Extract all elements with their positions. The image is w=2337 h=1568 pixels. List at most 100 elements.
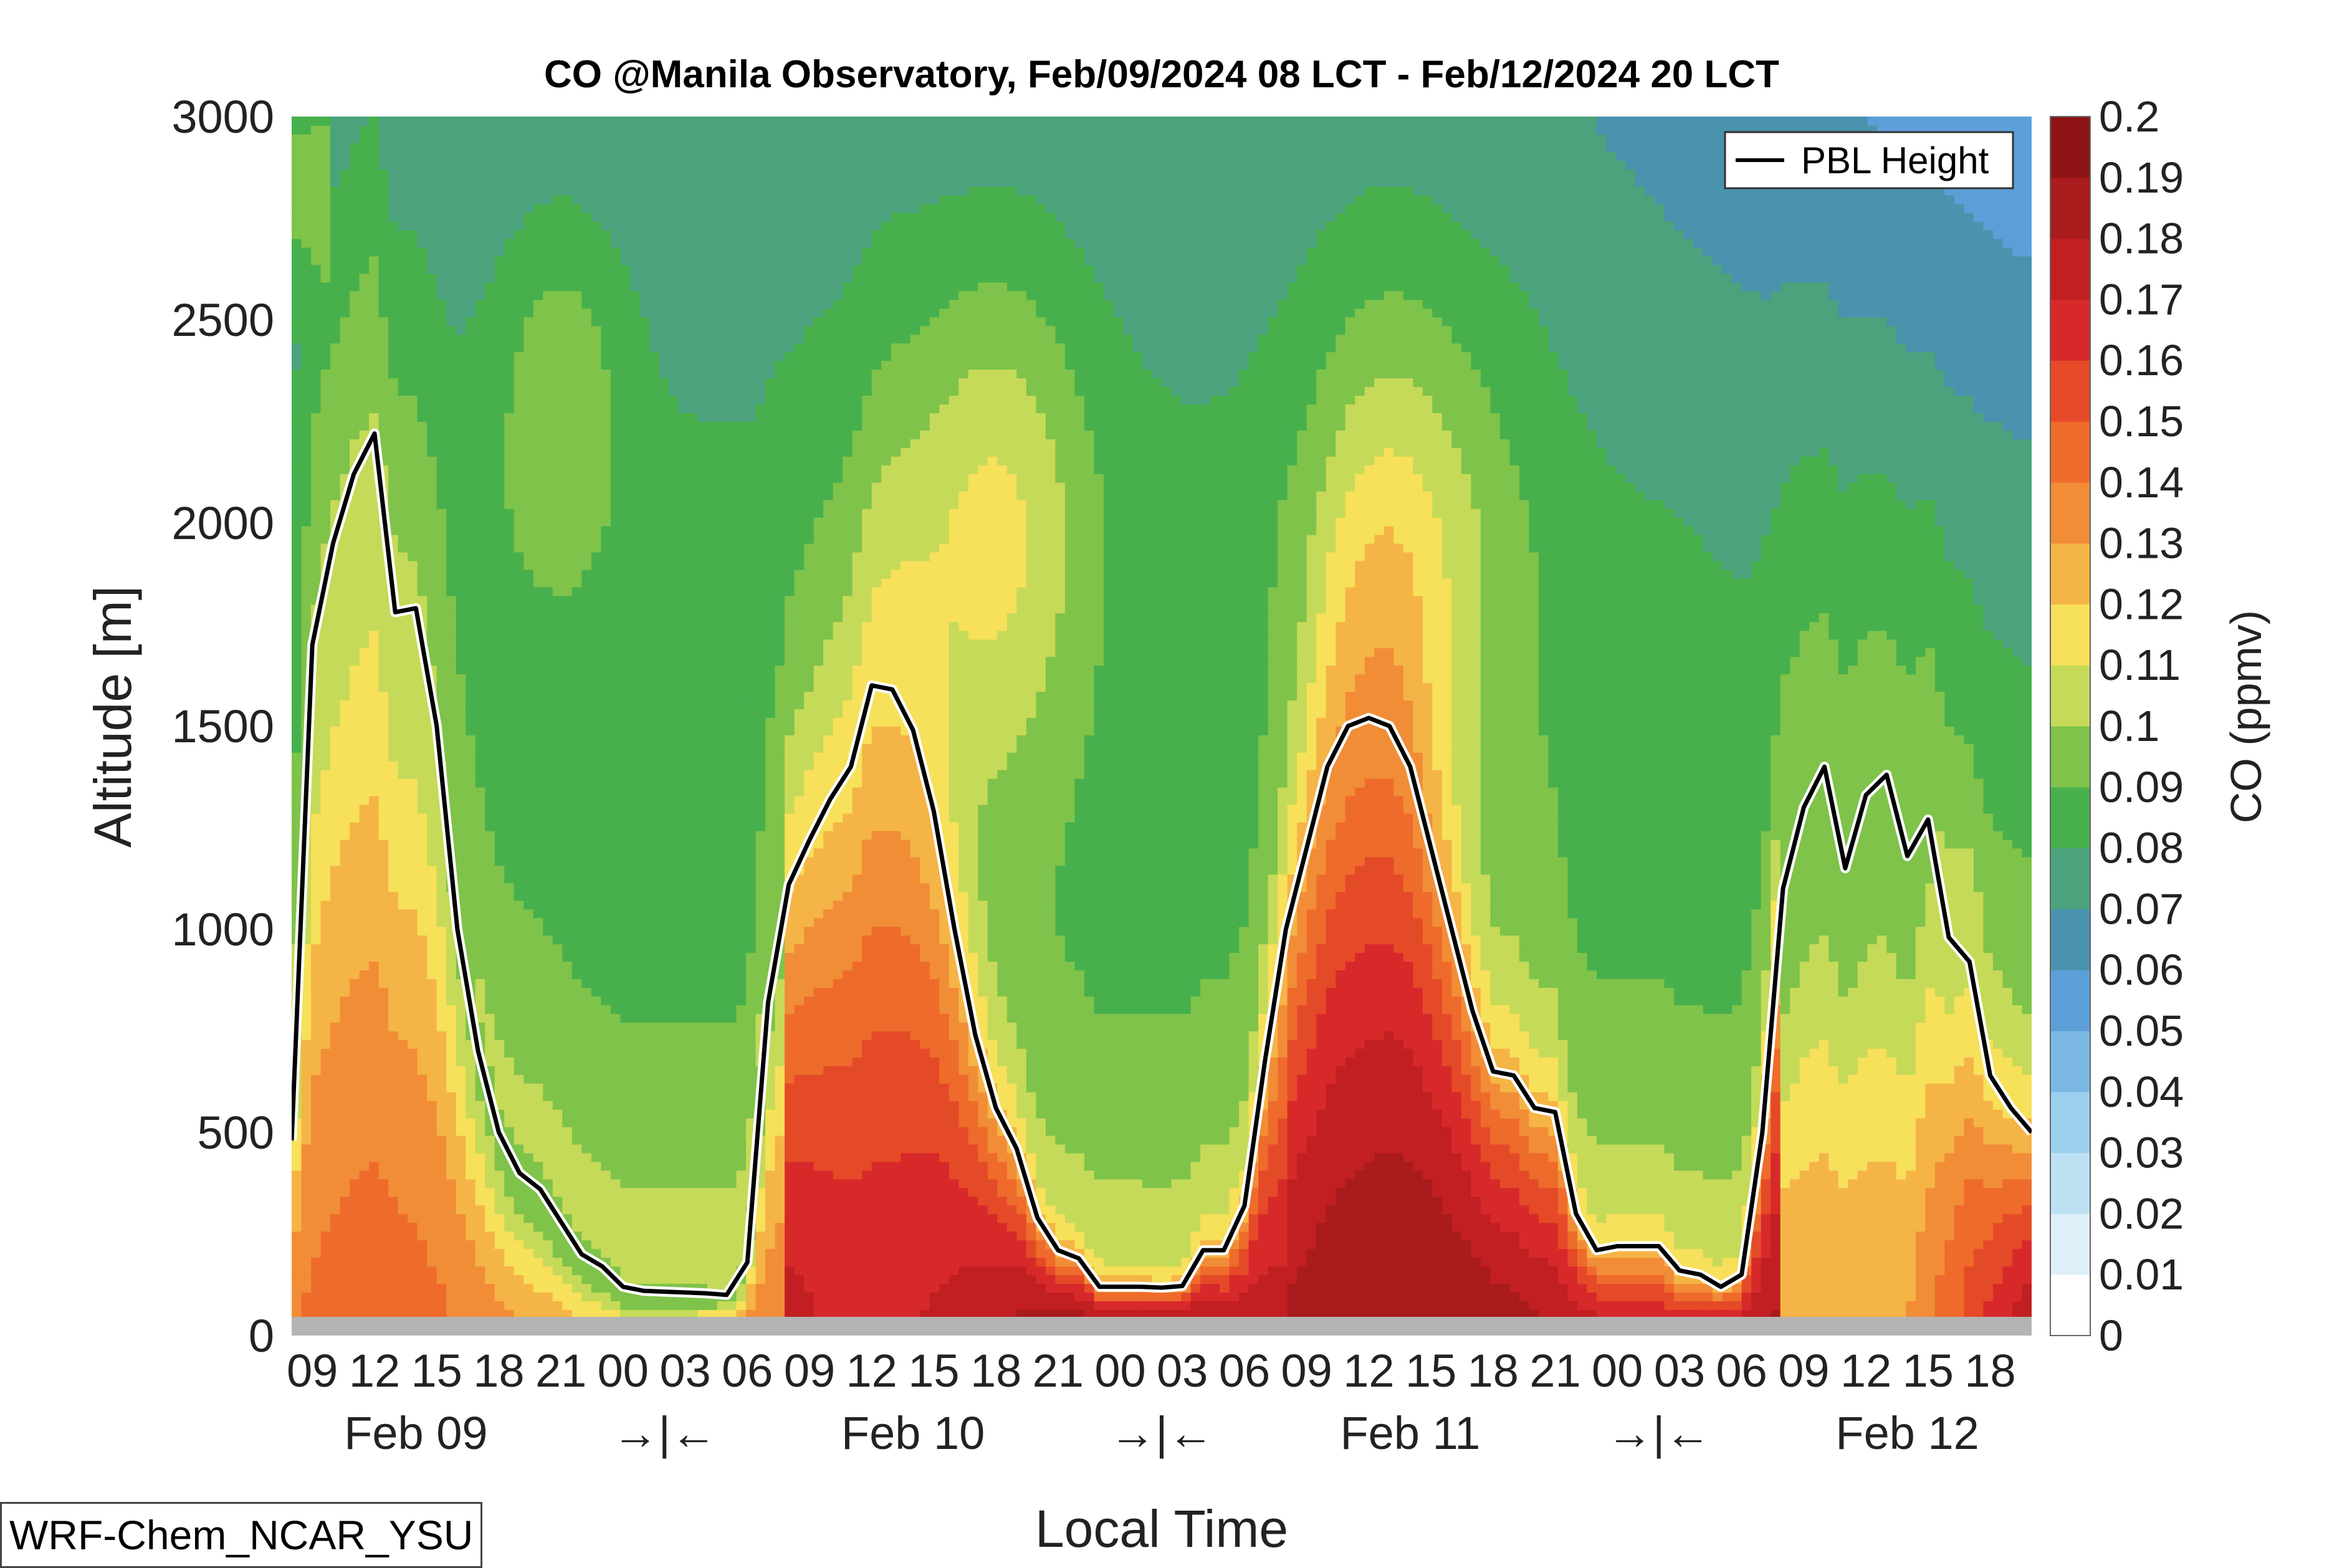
contour-cell [340, 1065, 350, 1075]
contour-cell [475, 194, 486, 204]
contour-cell [436, 473, 447, 483]
contour-cell [398, 351, 409, 361]
contour-cell [571, 282, 583, 292]
contour-cell [359, 482, 370, 492]
contour-cell [601, 1117, 611, 1127]
contour-cell [340, 142, 350, 152]
contour-cell [350, 569, 360, 579]
contour-cell [359, 386, 370, 396]
contour-cell [427, 334, 437, 344]
contour-cell [417, 194, 428, 204]
contour-cell [504, 160, 515, 170]
contour-cell [514, 935, 525, 945]
contour-cell [330, 1248, 341, 1258]
contour-cell [330, 709, 341, 718]
contour-cell [629, 1065, 641, 1075]
contour-cell [533, 804, 544, 814]
contour-cell [369, 413, 380, 422]
contour-cell [543, 769, 553, 779]
contour-cell [620, 734, 631, 744]
contour-cell [408, 970, 418, 980]
contour-cell [292, 508, 302, 518]
contour-cell [620, 717, 631, 727]
contour-cell [571, 413, 583, 422]
contour-cell [388, 952, 399, 962]
contour-cell [543, 229, 553, 239]
contour-cell [629, 734, 641, 744]
contour-cell [417, 1257, 428, 1267]
contour-cell [620, 578, 631, 588]
contour-cell [417, 247, 428, 257]
contour-cell [523, 926, 534, 936]
contour-cell [292, 229, 302, 239]
contour-cell [581, 1109, 592, 1119]
contour-cell [581, 1022, 592, 1031]
contour-cell [514, 378, 525, 388]
contour-cell [427, 874, 437, 884]
contour-cell [591, 1178, 602, 1188]
contour-cell [369, 856, 380, 866]
contour-cell [610, 1205, 621, 1215]
contour-cell [350, 786, 360, 796]
contour-cell [601, 117, 611, 126]
contour-cell [504, 482, 515, 492]
contour-cell [350, 717, 360, 727]
contour-cell [504, 168, 515, 178]
contour-cell [610, 1292, 621, 1302]
contour-cell [388, 1196, 399, 1206]
contour-cell [475, 133, 486, 143]
contour-cell [369, 935, 380, 945]
contour-cell [350, 151, 360, 161]
contour-cell [562, 813, 573, 823]
contour-cell [571, 970, 583, 980]
contour-cell [581, 752, 592, 762]
contour-cell [562, 935, 573, 945]
contour-cell [466, 429, 476, 439]
contour-cell [610, 639, 621, 649]
contour-cell [581, 821, 592, 831]
contour-cell [523, 151, 534, 161]
contour-cell [417, 569, 428, 579]
contour-cell [388, 1266, 399, 1276]
contour-cell [514, 665, 525, 675]
contour-cell [320, 1109, 331, 1119]
contour-cell [514, 1222, 525, 1232]
contour-cell [359, 343, 370, 353]
contour-cell [533, 891, 544, 901]
contour-cell [408, 700, 418, 709]
contour-cell [629, 1274, 641, 1284]
contour-cell [466, 282, 476, 292]
contour-cell [562, 378, 573, 388]
contour-cell [552, 813, 563, 823]
contour-cell [408, 874, 418, 884]
contour-cell [581, 1187, 592, 1197]
contour-cell [359, 413, 370, 422]
contour-cell [466, 709, 476, 718]
contour-cell [350, 944, 360, 954]
contour-cell [398, 534, 409, 544]
contour-cell [485, 421, 495, 431]
contour-cell [408, 944, 418, 954]
contour-cell [514, 168, 525, 178]
contour-cell [456, 1283, 467, 1293]
contour-cell [629, 569, 641, 579]
contour-cell [340, 648, 350, 657]
contour-cell [514, 621, 525, 631]
contour-cell [417, 1196, 428, 1206]
contour-cell [475, 917, 486, 927]
contour-cell [601, 1056, 611, 1066]
contour-cell [398, 1065, 409, 1075]
contour-cell [581, 343, 592, 353]
contour-cell [398, 1091, 409, 1101]
contour-cell [533, 743, 544, 753]
contour-cell [485, 1213, 495, 1223]
contour-cell [301, 613, 312, 623]
contour-cell [494, 944, 505, 954]
contour-cell [543, 752, 553, 762]
contour-cell [466, 1144, 476, 1154]
contour-cell [514, 456, 525, 466]
contour-cell [369, 795, 380, 805]
contour-cell [330, 203, 341, 213]
contour-cell [456, 1222, 467, 1232]
contour-cell [350, 700, 360, 709]
